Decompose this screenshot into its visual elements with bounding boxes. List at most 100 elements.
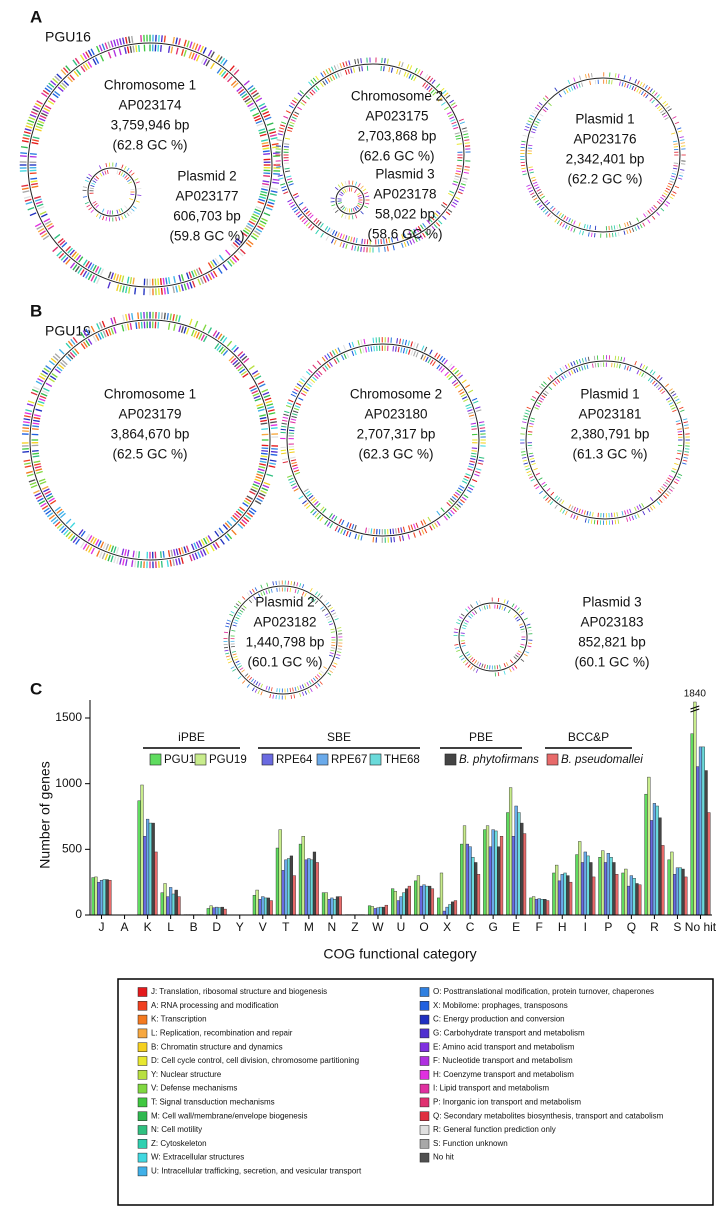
gene-tick bbox=[258, 199, 264, 201]
gene-tick bbox=[344, 189, 346, 193]
gene-tick bbox=[352, 181, 353, 185]
gene-tick bbox=[28, 401, 34, 403]
gene-tick bbox=[374, 346, 375, 351]
gene-tick bbox=[414, 77, 416, 81]
gene-tick bbox=[345, 70, 347, 75]
gene-tick bbox=[288, 400, 293, 402]
gene-tick bbox=[91, 537, 94, 543]
gene-tick bbox=[46, 510, 51, 514]
gene-tick bbox=[281, 122, 286, 124]
gene-tick bbox=[451, 510, 455, 514]
gene-tick bbox=[254, 96, 260, 100]
gene-tick bbox=[295, 687, 296, 691]
gene-tick bbox=[394, 537, 395, 542]
gene-tick bbox=[249, 677, 252, 680]
gene-tick bbox=[330, 229, 332, 233]
gene-tick bbox=[648, 87, 650, 91]
gene-tick bbox=[99, 165, 101, 169]
x-tick-label: S bbox=[673, 920, 681, 934]
bar bbox=[515, 806, 518, 915]
gene-tick bbox=[456, 650, 460, 651]
legend-label: PGU19 bbox=[209, 754, 247, 766]
gene-tick bbox=[539, 205, 542, 208]
gene-tick bbox=[349, 343, 351, 348]
gene-tick bbox=[629, 229, 630, 233]
gene-tick bbox=[126, 314, 127, 321]
gene-tick bbox=[257, 226, 263, 229]
gene-tick bbox=[290, 457, 295, 458]
gene-tick bbox=[192, 271, 194, 277]
gene-tick bbox=[309, 381, 313, 384]
gene-tick bbox=[464, 137, 469, 138]
gene-tick bbox=[527, 646, 531, 647]
gene-tick bbox=[238, 612, 241, 614]
gene-tick bbox=[24, 196, 31, 198]
gene-tick bbox=[559, 377, 562, 381]
bar bbox=[423, 885, 426, 915]
replicon-gc: (59.8 GC %) bbox=[169, 229, 244, 244]
gene-tick bbox=[640, 82, 642, 86]
gene-tick bbox=[208, 328, 211, 334]
gene-tick bbox=[462, 497, 466, 500]
gene-tick bbox=[34, 197, 41, 199]
gene-tick bbox=[288, 181, 293, 183]
replicon-accession: AP023183 bbox=[580, 615, 643, 630]
gene-tick bbox=[534, 185, 538, 187]
gene-tick bbox=[334, 359, 337, 364]
gene-tick bbox=[305, 683, 307, 687]
gene-tick bbox=[550, 215, 553, 218]
gene-tick bbox=[555, 88, 557, 91]
gene-tick bbox=[452, 184, 457, 186]
gene-tick bbox=[171, 47, 172, 54]
gene-tick bbox=[290, 122, 295, 124]
gene-tick bbox=[535, 407, 539, 409]
gene-tick bbox=[203, 549, 206, 555]
gene-tick bbox=[414, 524, 416, 529]
gene-tick bbox=[588, 519, 589, 523]
gene-tick bbox=[674, 463, 678, 464]
replicon-gc: (58.6 GC %) bbox=[367, 227, 442, 242]
gene-tick bbox=[259, 464, 266, 465]
gene-tick bbox=[335, 231, 337, 236]
legend-label: B. phytofirmans bbox=[459, 754, 539, 766]
gene-tick bbox=[299, 381, 303, 384]
gene-tick bbox=[224, 632, 228, 633]
bar bbox=[500, 836, 503, 915]
bar bbox=[264, 898, 267, 915]
replicon-size: 2,380,791 bp bbox=[571, 427, 650, 442]
gene-tick bbox=[220, 539, 224, 544]
gene-tick bbox=[201, 58, 204, 64]
gene-tick bbox=[47, 496, 53, 499]
gene-tick bbox=[315, 513, 319, 517]
gene-tick bbox=[560, 222, 562, 226]
legend-swatch bbox=[317, 754, 328, 765]
cog-swatch bbox=[420, 1153, 429, 1162]
gene-tick bbox=[625, 83, 626, 87]
gene-tick bbox=[362, 66, 363, 71]
gene-tick bbox=[657, 375, 660, 378]
gene-tick bbox=[576, 368, 578, 372]
gene-tick bbox=[512, 667, 514, 670]
bar bbox=[497, 847, 500, 915]
x-tick-label: M bbox=[304, 920, 314, 934]
bar bbox=[636, 883, 639, 915]
gene-tick bbox=[251, 508, 257, 512]
gene-tick bbox=[284, 144, 289, 145]
gene-tick bbox=[127, 213, 129, 216]
gene-tick bbox=[338, 528, 340, 533]
gene-tick bbox=[22, 428, 29, 429]
gene-tick bbox=[119, 217, 120, 221]
gene-tick bbox=[447, 112, 451, 114]
bar bbox=[169, 887, 172, 915]
bar bbox=[702, 747, 705, 915]
gene-tick bbox=[341, 182, 343, 186]
gene-tick bbox=[291, 483, 296, 485]
gene-tick bbox=[128, 550, 129, 557]
gene-tick bbox=[448, 114, 453, 116]
gene-tick bbox=[91, 264, 94, 270]
gene-tick bbox=[313, 678, 315, 681]
gene-tick bbox=[419, 531, 421, 536]
gene-tick bbox=[652, 381, 655, 384]
gene-tick bbox=[99, 45, 102, 51]
gene-tick bbox=[665, 204, 668, 207]
